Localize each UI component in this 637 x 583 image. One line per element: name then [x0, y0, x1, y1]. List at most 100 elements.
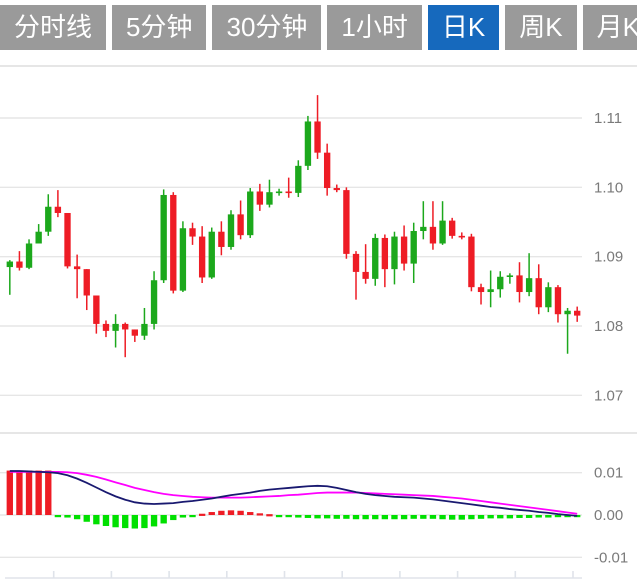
- candle-body: [131, 329, 138, 336]
- candle: [449, 217, 456, 239]
- candle: [564, 307, 571, 354]
- candle-body: [545, 287, 552, 308]
- candle-body: [93, 295, 100, 324]
- candle-body: [304, 121, 312, 166]
- candle-body: [352, 253, 360, 272]
- macd-bar: [189, 515, 196, 518]
- macd-tick-label: 0.01: [594, 465, 623, 482]
- candle: [381, 234, 389, 288]
- candle-body: [525, 278, 533, 293]
- candle: [477, 283, 485, 305]
- macd-tick-label: -0.01: [594, 549, 628, 566]
- candle: [343, 187, 350, 259]
- candle: [468, 233, 475, 292]
- candle-body: [160, 194, 167, 281]
- macd-bar: [256, 513, 264, 516]
- candle-body: [497, 276, 504, 290]
- timeframe-tab-bar: 分时线 5分钟 30分钟 1小时 日K 周K 月K: [0, 0, 637, 55]
- candle-body: [285, 191, 292, 194]
- price-gridlines: [0, 65, 637, 434]
- kline-chart[interactable]: 1.11 1.10 1.09 1.08 1.07 0.01 0.00 -0.01: [0, 55, 637, 583]
- candle-body: [54, 206, 62, 213]
- macd-bar: [83, 515, 90, 522]
- candle-body: [35, 231, 42, 244]
- macd-dif-line: [9, 470, 578, 517]
- candle-body: [372, 237, 379, 279]
- candle: [150, 271, 158, 330]
- tab-timeline[interactable]: 分时线: [0, 5, 107, 50]
- price-axis-labels: 1.11 1.10 1.09 1.08 1.07: [594, 110, 623, 404]
- tab-dayk[interactable]: 日K: [427, 5, 500, 50]
- candle-body: [275, 191, 283, 194]
- candle-body: [16, 261, 23, 268]
- tab-monthk[interactable]: 月K: [582, 5, 637, 50]
- candle: [439, 201, 446, 245]
- candle-body: [449, 220, 456, 236]
- candle-body: [295, 165, 302, 193]
- candle-body: [150, 280, 158, 324]
- price-tick-label: 1.11: [594, 110, 622, 127]
- candle: [6, 260, 13, 295]
- candle: [429, 201, 437, 250]
- macd-bar: [237, 510, 244, 515]
- candle-body: [25, 243, 33, 268]
- macd-bar: [506, 515, 514, 519]
- candle: [391, 231, 398, 285]
- candle: [247, 188, 254, 238]
- macd-bar: [45, 470, 52, 515]
- candle: [574, 306, 581, 322]
- candle: [323, 143, 331, 196]
- tab-30min[interactable]: 30分钟: [212, 5, 322, 50]
- macd-tick-label: 0.00: [594, 507, 623, 524]
- candle: [410, 222, 417, 284]
- candle-body: [410, 231, 417, 264]
- macd-bar: [554, 515, 562, 518]
- macd-bar: [574, 515, 581, 518]
- candle-body: [391, 236, 398, 270]
- macd-bar: [381, 515, 389, 520]
- price-tick-label: 1.07: [594, 387, 623, 404]
- macd-bar: [285, 515, 292, 518]
- candle-body: [189, 228, 196, 237]
- candle: [400, 225, 408, 271]
- macd-bar: [458, 515, 465, 520]
- macd-bar: [218, 510, 225, 515]
- macd-dea-line: [9, 470, 578, 515]
- candle: [198, 226, 206, 284]
- tab-weekk[interactable]: 周K: [505, 5, 577, 50]
- macd-bar: [198, 513, 206, 516]
- candle: [304, 115, 312, 170]
- candle-body: [141, 323, 148, 336]
- candle-body: [429, 226, 437, 244]
- candle: [275, 188, 283, 196]
- candle-body: [574, 310, 581, 316]
- tab-1hour[interactable]: 1小时: [327, 5, 422, 50]
- macd-bar: [343, 515, 350, 519]
- macd-bar: [295, 515, 302, 518]
- macd-bar: [525, 515, 533, 518]
- macd-bar: [449, 515, 456, 520]
- macd-bar: [497, 515, 504, 519]
- candle: [218, 221, 225, 256]
- candle: [83, 269, 90, 311]
- macd-bar: [179, 515, 187, 518]
- candle: [208, 227, 215, 279]
- candle: [525, 253, 533, 297]
- candle-body: [198, 236, 206, 278]
- candle: [333, 184, 340, 193]
- candle: [237, 200, 244, 240]
- macd-axis-labels: 0.01 0.00 -0.01: [594, 465, 628, 567]
- tab-5min[interactable]: 5分钟: [112, 5, 207, 50]
- candle: [45, 194, 52, 236]
- macd-bar: [141, 515, 148, 529]
- candle: [189, 222, 196, 245]
- price-tick-label: 1.08: [594, 318, 623, 335]
- candle: [506, 273, 514, 284]
- candle-body: [439, 220, 446, 244]
- candle-body: [102, 323, 110, 331]
- candle-body: [468, 236, 475, 288]
- macd-bar: [535, 515, 542, 518]
- macd-bar: [333, 515, 340, 519]
- candle-body: [362, 271, 369, 279]
- candle: [93, 295, 100, 334]
